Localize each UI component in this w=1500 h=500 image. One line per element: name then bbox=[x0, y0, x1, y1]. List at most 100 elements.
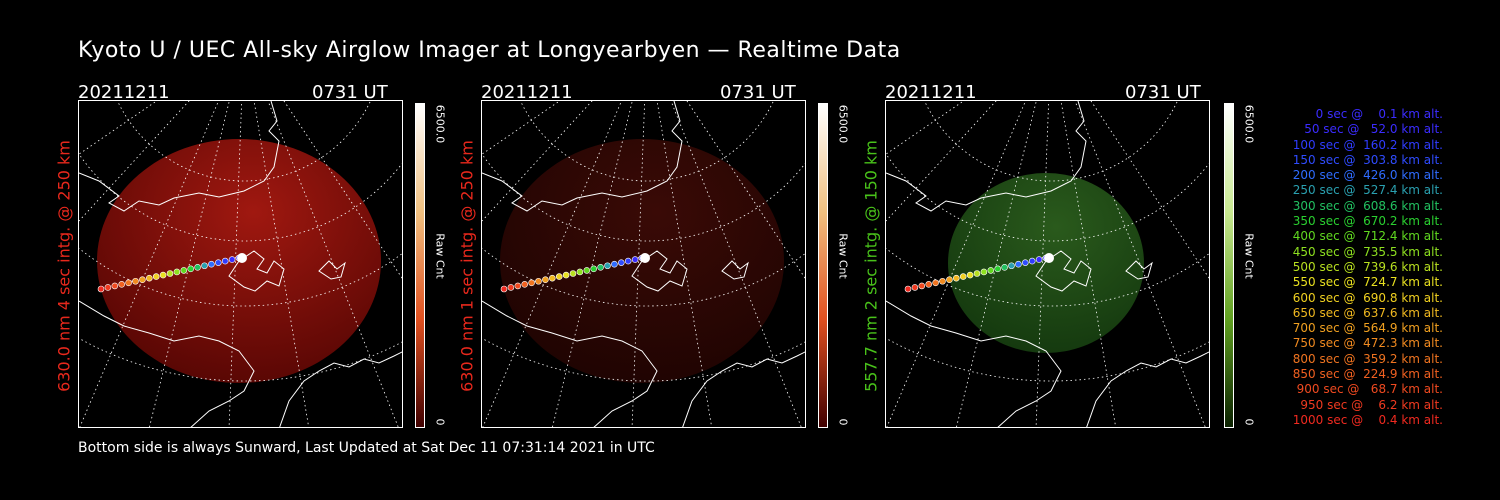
trajectory-point bbox=[611, 260, 618, 268]
trajectory-point bbox=[932, 279, 939, 287]
legend-entry: 400 sec @ 712.4 km alt. bbox=[1288, 229, 1443, 244]
panel-3-date: 20211211 bbox=[885, 82, 977, 103]
trajectory-point bbox=[576, 268, 584, 276]
grid-meridian bbox=[79, 101, 190, 222]
trajectory-point bbox=[953, 274, 960, 282]
trajectory-point bbox=[111, 282, 119, 290]
trajectory-point bbox=[228, 256, 236, 263]
legend-entry: 950 sec @ 6.2 km alt. bbox=[1296, 397, 1443, 412]
coastline bbox=[318, 260, 346, 280]
grid-meridian bbox=[79, 101, 158, 155]
coastline bbox=[1086, 351, 1209, 427]
trajectory-point bbox=[1015, 260, 1022, 268]
trajectory-point bbox=[604, 262, 611, 270]
legend-entry: 800 sec @ 359.2 km alt. bbox=[1288, 351, 1443, 366]
panel-3-colorbar bbox=[1224, 103, 1234, 428]
station-marker bbox=[237, 253, 247, 263]
footer-note: Bottom side is always Sunward, Last Upda… bbox=[78, 440, 655, 456]
allsky-image-panel-2 bbox=[481, 100, 806, 428]
legend-entry: 350 sec @ 670.2 km alt. bbox=[1288, 214, 1443, 229]
legend-entry: 1000 sec @ 0.4 km alt. bbox=[1292, 412, 1443, 427]
legend-entry: 50 sec @ 52.0 km alt. bbox=[1296, 122, 1443, 137]
trajectory-point bbox=[97, 285, 105, 293]
trajectory-point bbox=[1008, 262, 1015, 270]
coastline bbox=[482, 300, 658, 427]
legend-entry: 100 sec @ 160.2 km alt. bbox=[1288, 137, 1443, 152]
trajectory-point bbox=[194, 264, 201, 271]
trajectory-point bbox=[987, 267, 995, 274]
trajectory-point bbox=[562, 271, 570, 279]
trajectory-point bbox=[1028, 257, 1036, 265]
grid-meridian bbox=[283, 101, 402, 279]
legend-entry: 300 sec @ 608.6 km alt. bbox=[1288, 198, 1443, 213]
trajectory-point bbox=[535, 277, 542, 285]
coastline bbox=[279, 351, 402, 427]
legend-entry: 550 sec @ 724.7 km alt. bbox=[1288, 275, 1443, 290]
coastline bbox=[228, 250, 285, 292]
trajectory-point bbox=[208, 260, 215, 268]
trajectory-legend: 0 sec @ 0.1 km alt. 50 sec @ 52.0 km alt… bbox=[1255, 107, 1443, 428]
legend-entry: 200 sec @ 426.0 km alt. bbox=[1288, 168, 1443, 183]
trajectory-point bbox=[973, 270, 981, 277]
trajectory-point bbox=[555, 273, 563, 280]
grid-meridian bbox=[1035, 101, 1050, 427]
grid-meridian bbox=[886, 101, 997, 222]
panel-1-time: 0731 UT bbox=[312, 82, 388, 103]
grid-meridian bbox=[886, 101, 965, 155]
trajectory-point bbox=[146, 274, 153, 282]
trajectory-point bbox=[911, 284, 919, 291]
coastline bbox=[886, 101, 1087, 212]
trajectory-point bbox=[221, 257, 229, 265]
legend-entry: 250 sec @ 527.4 km alt. bbox=[1288, 183, 1443, 198]
coastline bbox=[1125, 260, 1153, 280]
coastline bbox=[886, 300, 1062, 427]
legend-entry: 150 sec @ 303.8 km alt. bbox=[1288, 152, 1443, 167]
page-title: Kyoto U / UEC All-sky Airglow Imager at … bbox=[78, 38, 901, 63]
trajectory-point bbox=[1001, 264, 1008, 271]
panel-2-side-label: 630.0 nm 1 sec intg. @ 250 km bbox=[457, 140, 477, 392]
legend-entry: 900 sec @ 68.7 km alt. bbox=[1292, 382, 1443, 397]
station-marker bbox=[1044, 253, 1054, 263]
trajectory-point bbox=[925, 281, 933, 288]
trajectory-point bbox=[1022, 259, 1029, 266]
trajectory-point bbox=[528, 279, 535, 287]
panel-1-side-label: 630.0 nm 4 sec intg. @ 250 km bbox=[54, 140, 74, 392]
legend-entry: 0 sec @ 0.1 km alt. bbox=[1304, 107, 1443, 121]
trajectory-point bbox=[549, 274, 556, 282]
allsky-image-panel-1 bbox=[78, 100, 403, 428]
panel-1-date: 20211211 bbox=[78, 82, 170, 103]
trajectory-point bbox=[946, 276, 953, 283]
trajectory-point bbox=[939, 277, 946, 285]
trajectory-point bbox=[959, 273, 967, 280]
grid-meridian bbox=[482, 101, 561, 155]
coastline bbox=[482, 101, 683, 212]
trajectory-point bbox=[966, 271, 974, 279]
allsky-image-panel-3 bbox=[885, 100, 1210, 428]
trajectory-point bbox=[521, 281, 529, 288]
panel-3-time: 0731 UT bbox=[1125, 82, 1201, 103]
trajectory-point bbox=[1035, 256, 1043, 263]
grid-meridian bbox=[631, 101, 646, 427]
panel-3-side-label: 557.7 nm 2 sec intg. @ 150 km bbox=[861, 140, 881, 392]
trajectory-point bbox=[187, 265, 194, 273]
trajectory-point bbox=[173, 268, 181, 276]
trajectory-point bbox=[542, 276, 549, 283]
trajectory-point bbox=[215, 259, 222, 266]
legend-entry: 650 sec @ 637.6 km alt. bbox=[1288, 305, 1443, 320]
legend-entry: 500 sec @ 739.6 km alt. bbox=[1288, 259, 1443, 274]
grid-meridian bbox=[228, 101, 243, 427]
grid-meridian bbox=[886, 101, 1026, 427]
grid-meridian bbox=[79, 101, 219, 427]
panel-2-time: 0731 UT bbox=[720, 82, 796, 103]
station-marker bbox=[640, 253, 650, 263]
trajectory-point bbox=[514, 282, 522, 290]
trajectory-point bbox=[918, 282, 926, 290]
trajectory-point bbox=[132, 277, 139, 285]
legend-entry: 600 sec @ 690.8 km alt. bbox=[1288, 290, 1443, 305]
trajectory-point bbox=[500, 285, 508, 293]
trajectory-point bbox=[569, 270, 577, 277]
trajectory-point bbox=[597, 264, 604, 271]
trajectory-point bbox=[590, 265, 597, 273]
trajectory-point bbox=[159, 271, 167, 279]
trajectory-point bbox=[118, 281, 126, 288]
